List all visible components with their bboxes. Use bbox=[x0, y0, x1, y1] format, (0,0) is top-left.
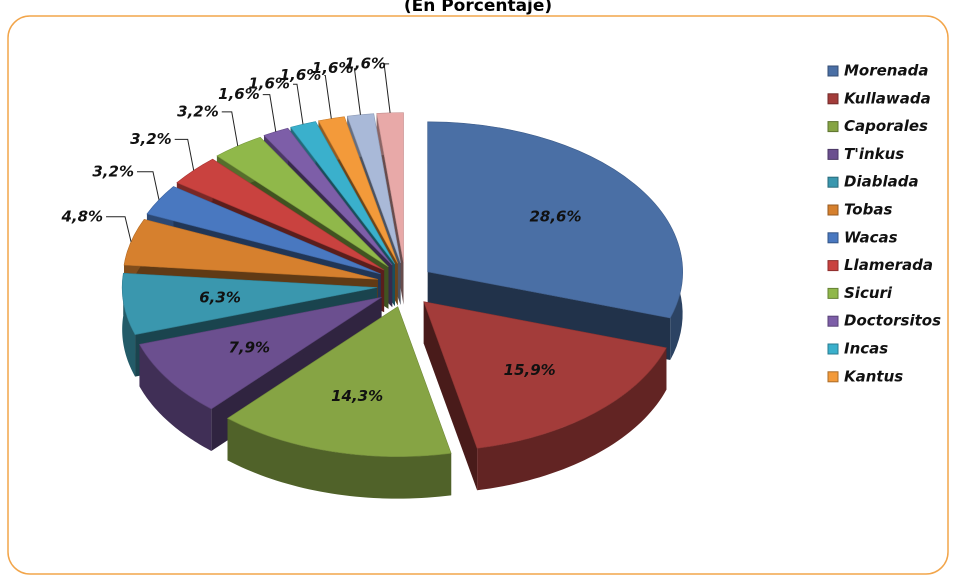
data-label: 28,6% bbox=[529, 208, 581, 226]
data-label: 4,8% bbox=[60, 207, 103, 225]
slice-top bbox=[427, 121, 683, 319]
leader-line bbox=[383, 63, 391, 113]
data-label: 1,6% bbox=[280, 66, 322, 84]
pie-slice bbox=[423, 301, 667, 491]
legend-label: Morenada bbox=[844, 62, 928, 80]
leader-line bbox=[292, 83, 304, 125]
slice-top bbox=[226, 306, 452, 457]
slice-top bbox=[176, 158, 385, 271]
slice-wall bbox=[122, 273, 136, 377]
legend-label: Kullawada bbox=[844, 89, 931, 107]
slice-top bbox=[263, 127, 393, 266]
legend-swatch bbox=[827, 260, 839, 272]
data-label: 7,9% bbox=[228, 339, 270, 357]
data-label: 3,2% bbox=[130, 130, 172, 148]
leader-line bbox=[324, 75, 332, 119]
legend-swatch bbox=[827, 148, 839, 160]
legend-swatch bbox=[827, 232, 839, 244]
legend-label: Kantus bbox=[844, 367, 903, 385]
legend-swatch bbox=[827, 176, 839, 188]
legend-label: Caporales bbox=[844, 117, 928, 135]
legend-label: Llamerada bbox=[844, 256, 933, 274]
data-label: 1,6% bbox=[218, 85, 260, 103]
data-label: 3,2% bbox=[92, 162, 134, 180]
data-label: 6,3% bbox=[199, 288, 241, 306]
slice-wall bbox=[227, 418, 452, 499]
legend-label: Doctorsitos bbox=[844, 312, 941, 330]
leader-line bbox=[106, 216, 132, 242]
leader-line bbox=[136, 171, 160, 200]
slice-top bbox=[423, 301, 667, 449]
legend-swatch bbox=[827, 371, 839, 383]
legend-swatch bbox=[827, 204, 839, 216]
slice-side bbox=[423, 301, 478, 491]
legend-swatch bbox=[827, 121, 839, 133]
slice-wall bbox=[477, 347, 667, 491]
leader-line bbox=[221, 111, 239, 147]
data-label: 1,6% bbox=[344, 54, 386, 72]
legend-label: T'inkus bbox=[844, 145, 904, 163]
data-label: 14,3% bbox=[331, 387, 383, 405]
leader-line bbox=[174, 138, 195, 171]
legend-swatch bbox=[827, 287, 839, 299]
data-label: 3,2% bbox=[177, 102, 219, 120]
legend-label: Wacas bbox=[844, 228, 898, 246]
leader-line bbox=[262, 94, 277, 132]
data-label: 1,6% bbox=[248, 75, 290, 93]
legend-swatch bbox=[827, 65, 839, 77]
slice-top bbox=[216, 136, 389, 268]
slice-top bbox=[290, 121, 396, 265]
slice-top bbox=[123, 219, 378, 280]
slice-wall bbox=[139, 344, 212, 451]
legend-swatch bbox=[827, 315, 839, 327]
chart-title: (En Porcentaje) bbox=[404, 0, 552, 16]
legend-label: Sicuri bbox=[844, 284, 893, 302]
legend-swatch bbox=[827, 343, 839, 355]
legend-label: Tobas bbox=[844, 201, 892, 219]
leader-line bbox=[353, 68, 361, 115]
data-label: 1,6% bbox=[312, 59, 354, 77]
slice-top bbox=[121, 272, 378, 335]
data-label: 15,9% bbox=[504, 361, 556, 379]
legend-label: Incas bbox=[844, 340, 888, 358]
slice-top bbox=[139, 296, 382, 410]
legend-label: Diablada bbox=[844, 173, 919, 191]
legend-swatch bbox=[827, 93, 839, 105]
slice-top bbox=[146, 186, 381, 275]
pie-slice bbox=[226, 306, 452, 499]
